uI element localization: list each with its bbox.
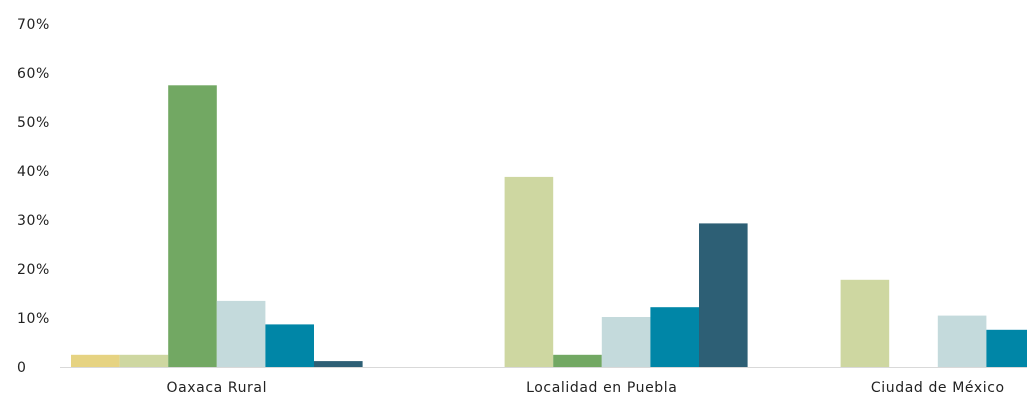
bar (168, 85, 217, 368)
bar (553, 354, 602, 368)
y-axis-tick-labels: 0 10% 20% 30% 40% 50% 60% 70% (17, 17, 50, 376)
bar (986, 329, 1027, 367)
bars-layer (71, 85, 1027, 368)
bar (71, 354, 120, 368)
bar (699, 223, 748, 367)
y-tick-label: 50% (17, 115, 50, 131)
x-category-label: Oaxaca Rural (167, 380, 268, 396)
bar (504, 176, 554, 367)
bar (601, 317, 651, 367)
bar (650, 307, 699, 367)
y-tick-label: 10% (17, 311, 50, 327)
x-category-label: Ciudad de México (871, 380, 1005, 396)
bar (265, 324, 314, 367)
bar (216, 300, 266, 367)
y-tick-label: 0 (17, 360, 27, 376)
bar (840, 279, 890, 367)
y-tick-label: 60% (17, 66, 50, 82)
y-tick-label: 20% (17, 262, 50, 278)
y-tick-label: 30% (17, 213, 50, 229)
bar (937, 315, 987, 367)
y-tick-label: 40% (17, 164, 50, 180)
bar (314, 361, 363, 367)
y-tick-label: 70% (17, 17, 50, 33)
x-category-label: Localidad en Puebla (526, 380, 677, 396)
x-axis-category-labels: Oaxaca Rural Localidad en Puebla Ciudad … (167, 380, 1005, 396)
bar (119, 354, 169, 368)
